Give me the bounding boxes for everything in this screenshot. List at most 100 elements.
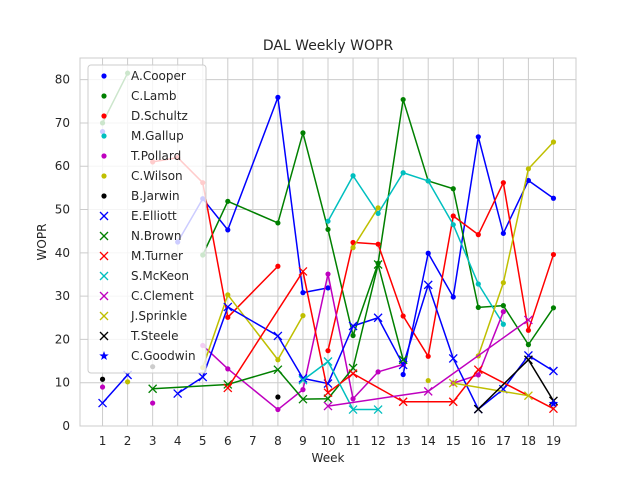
data-point — [425, 377, 431, 384]
legend-marker — [101, 193, 107, 199]
legend-item: E.Elliott — [99, 209, 177, 223]
data-point — [500, 321, 506, 327]
data-point-stroke — [298, 266, 308, 276]
legend-label: D.Schultz — [131, 109, 188, 123]
data-point — [325, 226, 331, 233]
data-point — [99, 376, 106, 382]
legend-item: J.Sprinkle — [99, 309, 187, 323]
data-point-stroke — [173, 389, 183, 398]
data-point — [300, 313, 306, 319]
data-point — [223, 379, 233, 389]
y-ticks: 0 10 20 30 40 50 60 70 80 — [55, 73, 70, 433]
data-point-stroke — [523, 391, 533, 401]
y-tick-label: 60 — [55, 159, 70, 173]
data-point — [475, 281, 481, 287]
data-point-stroke — [523, 350, 533, 360]
data-point — [523, 391, 533, 401]
data-point — [475, 232, 481, 238]
data-point-stroke — [498, 384, 508, 394]
y-tick-label: 0 — [62, 419, 70, 433]
series-line — [101, 374, 129, 404]
legend-marker — [101, 73, 107, 79]
legend-item: C.Clement — [99, 289, 194, 303]
legend-marker — [101, 153, 107, 159]
series-m-turner — [223, 266, 558, 414]
data-point-stroke — [323, 401, 333, 411]
x-tick-label: 19 — [546, 434, 561, 448]
legend-marker-stroke — [99, 231, 109, 241]
data-point — [375, 205, 381, 211]
y-tick-label: 70 — [55, 116, 70, 130]
data-point — [350, 332, 356, 339]
legend-box — [87, 64, 207, 374]
legend: A.Cooper C.Lamb D.Schultz M.Gallup T.Pollard… — [87, 64, 207, 374]
legend-label: M.Turner — [131, 249, 183, 263]
data-point-stroke — [548, 366, 558, 376]
data-point — [124, 379, 131, 385]
legend-item: M.Turner — [99, 249, 183, 263]
y-axis-label: WOPR — [35, 224, 49, 261]
series-line — [352, 207, 379, 249]
series-m-gallup — [325, 170, 506, 327]
x-tick-label: 16 — [471, 434, 486, 448]
data-point-stroke — [373, 313, 383, 323]
data-point — [275, 394, 281, 400]
data-point — [475, 134, 481, 140]
x-tick-label: 4 — [174, 434, 182, 448]
data-point-stroke — [323, 379, 333, 389]
data-point-stroke — [448, 354, 458, 363]
data-point — [550, 139, 557, 145]
series-line — [477, 141, 554, 357]
legend-marker — [99, 331, 109, 341]
data-point — [325, 271, 331, 277]
legend-marker — [99, 351, 109, 361]
data-point — [300, 387, 306, 393]
data-point — [275, 263, 281, 269]
x-tick-label: 7 — [249, 434, 257, 448]
data-point-stroke — [223, 302, 233, 312]
data-point — [173, 389, 183, 398]
data-point — [298, 394, 308, 404]
data-point-stroke — [423, 386, 433, 396]
data-point — [398, 397, 408, 407]
data-point — [375, 210, 381, 217]
x-tick-label: 8 — [274, 434, 282, 448]
legend-item: C.Goodwin — [99, 349, 196, 363]
data-point — [473, 404, 483, 414]
legend-marker — [99, 211, 109, 221]
data-point — [475, 372, 481, 378]
data-point — [425, 250, 431, 256]
legend-item: T.Steele — [99, 329, 179, 343]
data-point-stroke — [373, 405, 383, 415]
series-layer — [98, 70, 559, 415]
legend-item: M.Gallup — [101, 129, 184, 143]
data-point — [223, 383, 233, 393]
data-point — [400, 371, 406, 378]
data-point-stroke — [323, 388, 333, 398]
x-tick-label: 10 — [320, 434, 335, 448]
legend-label: M.Gallup — [131, 129, 184, 143]
data-point — [500, 280, 506, 286]
y-tick-label: 10 — [55, 376, 70, 390]
data-point — [450, 222, 456, 228]
chart-title: DAL Weekly WOPR — [263, 38, 394, 54]
data-point — [225, 314, 231, 320]
data-point — [325, 348, 331, 354]
legend-item: N.Brown — [99, 229, 181, 243]
legend-label: C.Goodwin — [131, 349, 196, 363]
data-point-stroke — [348, 369, 358, 379]
data-point — [500, 180, 506, 186]
legend-label: C.Clement — [131, 289, 194, 303]
series-line — [327, 181, 555, 358]
data-point — [375, 369, 381, 375]
data-point — [525, 177, 532, 184]
data-point — [373, 260, 383, 269]
data-point — [148, 384, 158, 394]
data-point — [400, 170, 406, 176]
data-point — [298, 266, 308, 276]
data-point — [325, 218, 331, 224]
data-point — [323, 401, 333, 411]
data-point-stroke — [523, 315, 533, 325]
data-point — [450, 294, 456, 300]
